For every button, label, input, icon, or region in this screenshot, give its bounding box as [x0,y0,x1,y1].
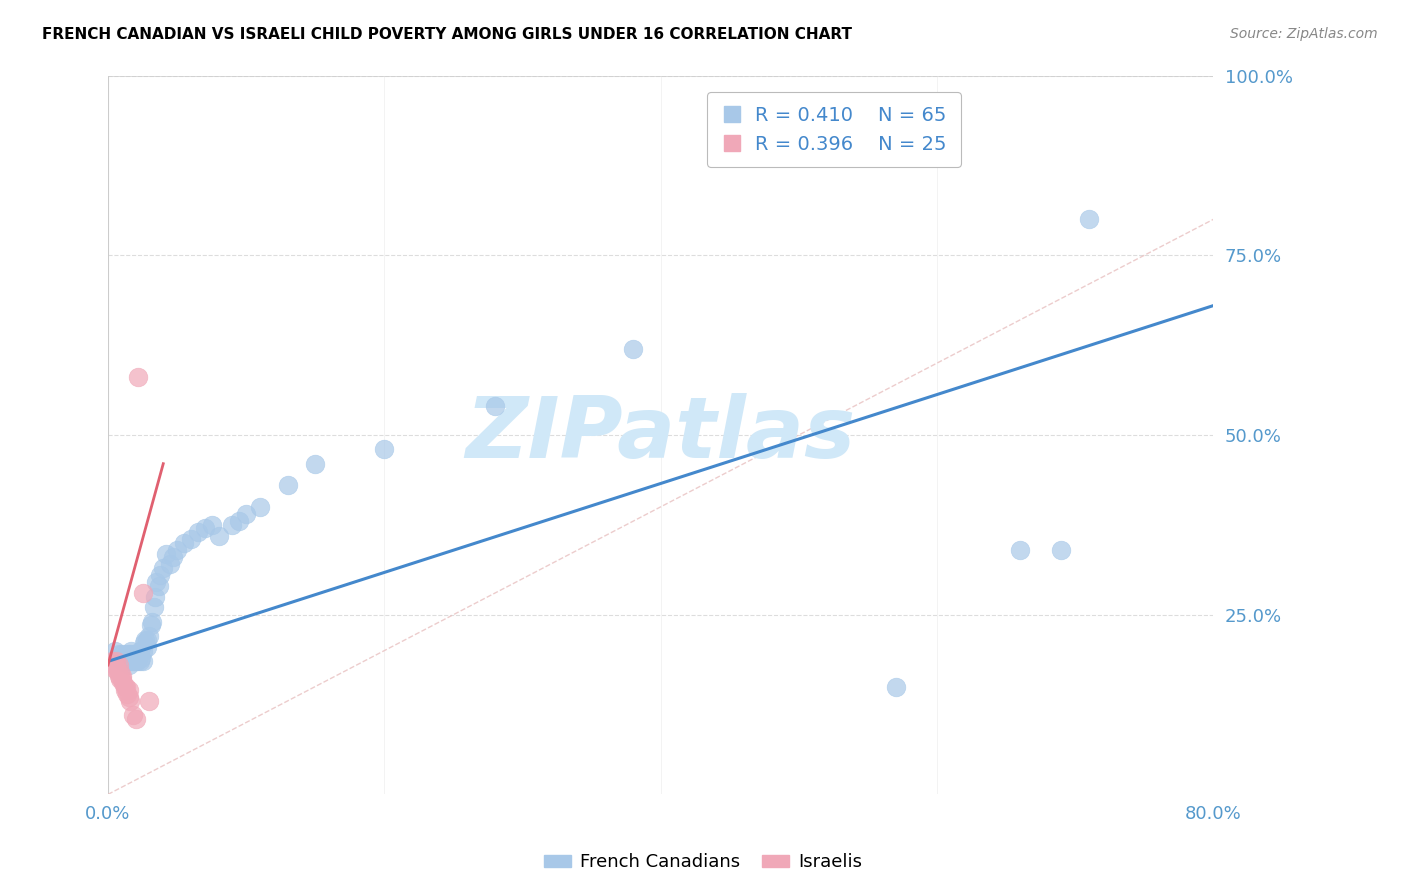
Point [117,687,139,701]
Point [135,632,157,647]
Point [201,517,224,532]
Point [118,647,141,661]
Legend: French Canadians, Israelis: French Canadians, Israelis [537,847,869,879]
Text: FRENCH CANADIAN VS ISRAELI CHILD POVERTY AMONG GIRLS UNDER 16 CORRELATION CHART: FRENCH CANADIAN VS ISRAELI CHILD POVERTY… [42,27,852,42]
Point [277,478,299,492]
Point [105,657,128,672]
Point [149,568,172,582]
Point [117,654,139,668]
Point [108,669,131,683]
Point [118,683,141,698]
Point [122,650,145,665]
Point [1050,543,1073,558]
Point [115,654,138,668]
Point [115,680,138,694]
Point [194,521,217,535]
Point [105,654,128,668]
Point [173,535,195,549]
Text: Source: ZipAtlas.com: Source: ZipAtlas.com [1230,27,1378,41]
Point [138,629,160,643]
Point [228,514,250,528]
Point [138,694,160,708]
Text: ZIPatlas: ZIPatlas [465,393,856,476]
Legend: R = 0.410    N = 65, R = 0.396    N = 25: R = 0.410 N = 65, R = 0.396 N = 25 [707,93,960,168]
Point [111,654,134,668]
Point [235,507,257,521]
Point [122,654,145,668]
Point [120,654,142,668]
Point [108,647,131,661]
Point [121,654,143,668]
Point [142,600,165,615]
Point [304,457,326,471]
Point [118,690,141,705]
Point [148,579,170,593]
Point [145,575,167,590]
Point [621,342,644,356]
Point [152,561,174,575]
Point [121,708,143,723]
Point [162,550,184,565]
Point [104,662,127,676]
Point [108,657,131,672]
Point [120,694,142,708]
Point [101,654,124,668]
Point [128,643,150,657]
Point [110,673,132,687]
Point [127,370,149,384]
Point [120,647,142,661]
Point [112,676,135,690]
Point [166,543,188,558]
Point [131,586,153,600]
Point [884,680,907,694]
Point [159,558,181,572]
Point [114,650,136,665]
Point [118,657,141,672]
Point [124,654,146,668]
Point [124,647,146,661]
Point [127,647,149,661]
Point [114,683,136,698]
Point [187,524,209,539]
Point [110,665,132,680]
Point [155,547,177,561]
Point [207,528,229,542]
Point [373,442,395,457]
Point [121,650,143,665]
Point [107,665,129,680]
Point [115,647,138,661]
Point [1078,212,1101,227]
Point [114,680,136,694]
Point [121,643,143,657]
Point [121,647,143,661]
Point [180,532,202,546]
Point [134,632,156,647]
Point [125,647,148,661]
Point [111,673,134,687]
Point [1008,543,1031,558]
Point [132,636,155,650]
Point [131,643,153,657]
Point [111,647,134,661]
Point [484,399,506,413]
Point [124,712,146,726]
Point [135,640,157,654]
Point [127,650,149,665]
Point [129,650,152,665]
Point [111,669,134,683]
Point [249,500,271,514]
Point [125,654,148,668]
Point [143,590,166,604]
Point [221,517,243,532]
Point [139,618,162,632]
Point [103,657,125,672]
Point [131,654,153,668]
Point [128,654,150,668]
Point [141,615,163,629]
Point [104,643,127,657]
